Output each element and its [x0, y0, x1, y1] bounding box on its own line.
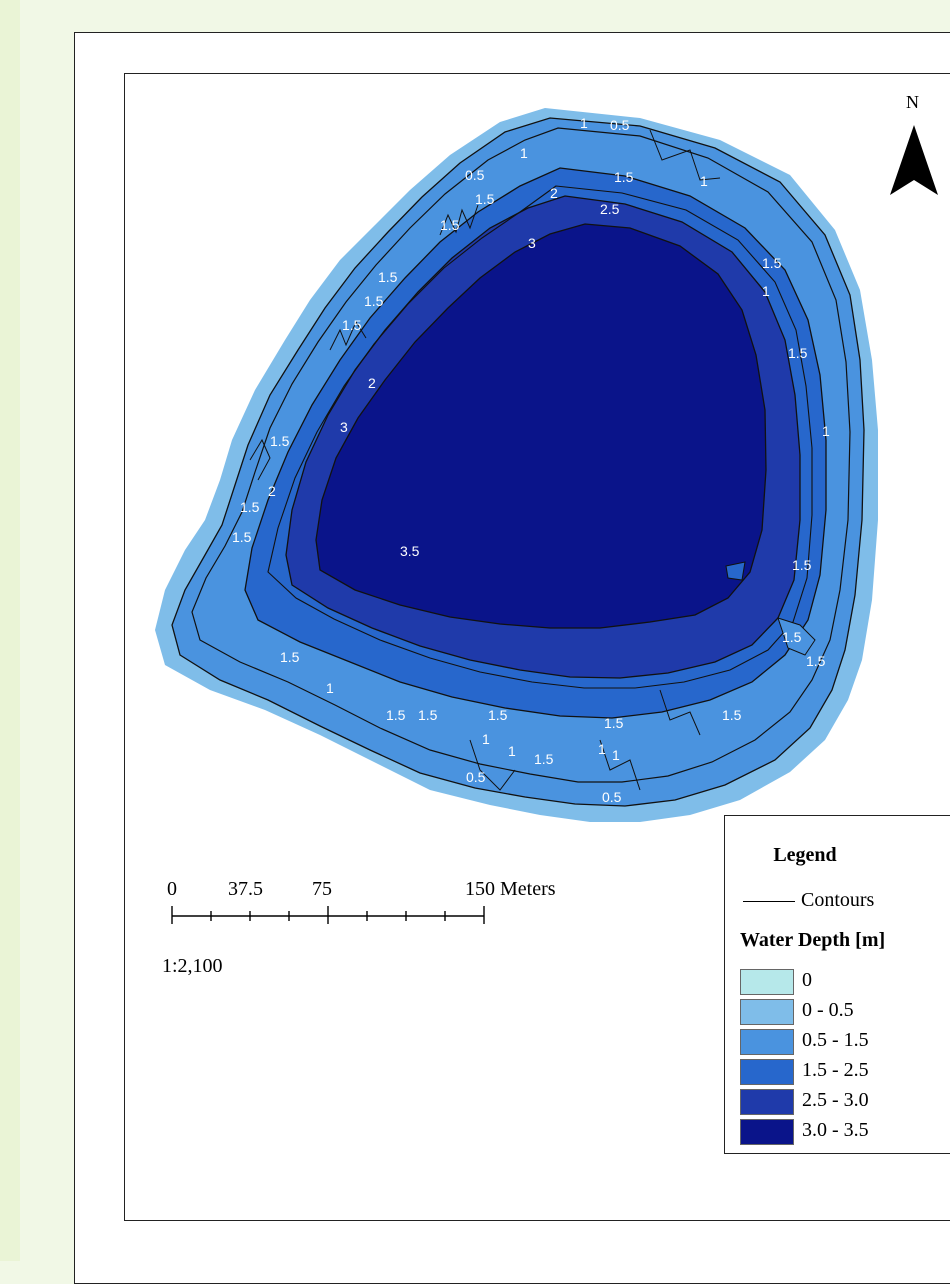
contour-label: 1.5 — [280, 649, 300, 665]
scale-tick-label: 150 Meters — [465, 878, 556, 900]
contour-label: 1.5 — [792, 557, 812, 573]
contour-label: 2 — [550, 185, 558, 201]
depth-swatch — [740, 969, 794, 995]
island-shoal — [777, 617, 816, 656]
contour-label: 1.5 — [614, 169, 634, 185]
depth-class-label: 2.5 - 3.0 — [802, 1089, 869, 1111]
scale-bar — [171, 906, 485, 924]
contour-label: 1.5 — [722, 707, 742, 723]
contour-label: 1 — [482, 731, 490, 747]
contour-label: 1.5 — [762, 255, 782, 271]
depth-swatch — [740, 999, 794, 1025]
scale-ratio: 1:2,100 — [162, 955, 223, 977]
legend-contours-entry: Contours — [743, 889, 874, 912]
depth-class-label: 0 - 0.5 — [802, 999, 854, 1021]
depth-class-label: 0 — [802, 969, 812, 991]
contour-label: 0.5 — [465, 167, 485, 183]
depth-swatch — [740, 1119, 794, 1145]
contour-label: 2 — [368, 375, 376, 391]
contour-label: 1.5 — [364, 293, 384, 309]
contour-label: 1.5 — [806, 653, 826, 669]
contour-label: 1.5 — [782, 629, 802, 645]
legend-subtitle: Water Depth [m] — [740, 929, 886, 951]
contour-label: 1 — [598, 741, 606, 757]
contour-label: 1.5 — [342, 317, 362, 333]
contour-label: 1 — [508, 743, 516, 759]
page-margin — [0, 0, 20, 1261]
contour-label: 1 — [822, 423, 830, 439]
contour-label: 3 — [340, 419, 348, 435]
depth-class-label: 3.0 - 3.5 — [802, 1119, 869, 1141]
contour-line-1 — [191, 127, 851, 783]
contour-label: 1.5 — [475, 191, 495, 207]
contour-label: 1.5 — [270, 433, 290, 449]
contour-squiggle — [249, 129, 721, 791]
contour-label: 1.5 — [534, 751, 554, 767]
depth-swatch — [740, 1059, 794, 1085]
contour-label: 1 — [762, 283, 770, 299]
depth-class-label: 0.5 - 1.5 — [802, 1029, 869, 1051]
contour-label: 1.5 — [788, 345, 808, 361]
contour-line-symbol — [743, 900, 795, 902]
contour-label: 2 — [268, 483, 276, 499]
scale-tick-label: 0 — [167, 878, 177, 900]
contour-label: 1.5 — [488, 707, 508, 723]
depth-zone-3.0-3.5 — [315, 223, 767, 629]
contour-label: 1 — [700, 173, 708, 189]
contour-label: 3 — [528, 235, 536, 251]
depth-swatch — [740, 1029, 794, 1055]
scale-tick-label: 75 — [312, 878, 332, 900]
contour-label: 1.5 — [440, 217, 460, 233]
contour-line-2 — [267, 185, 813, 689]
contour-label: 1.5 — [240, 499, 260, 515]
contour-label: 1.5 — [378, 269, 398, 285]
contour-label: 1.5 — [386, 707, 406, 723]
contour-label: 2.5 — [600, 201, 620, 217]
contour-label: 3.5 — [400, 543, 420, 559]
island-shoal — [725, 561, 746, 581]
contour-label: 0.5 — [466, 769, 486, 785]
legend-contours-label: Contours — [801, 889, 875, 911]
contour-label: 1.5 — [232, 529, 252, 545]
map-legend: Legend Contours Water Depth [m] 0 0 - 0.5… — [724, 815, 950, 1154]
depth-class-label: 1.5 - 2.5 — [802, 1059, 869, 1081]
contour-label: 0.5 — [602, 789, 622, 805]
scale-tick-label: 37.5 — [228, 878, 263, 900]
depth-swatch — [740, 1089, 794, 1115]
contour-label: 1 — [612, 747, 620, 763]
north-arrow — [890, 125, 938, 195]
contour-label: 1 — [520, 145, 528, 161]
contour-label: 1.5 — [604, 715, 624, 731]
contour-label: 1 — [326, 680, 334, 696]
legend-title: Legend — [773, 844, 837, 866]
contour-label: 0.5 — [610, 117, 630, 133]
contour-label: 1 — [580, 115, 588, 131]
contour-label: 1.5 — [418, 707, 438, 723]
north-label: N — [906, 92, 919, 112]
